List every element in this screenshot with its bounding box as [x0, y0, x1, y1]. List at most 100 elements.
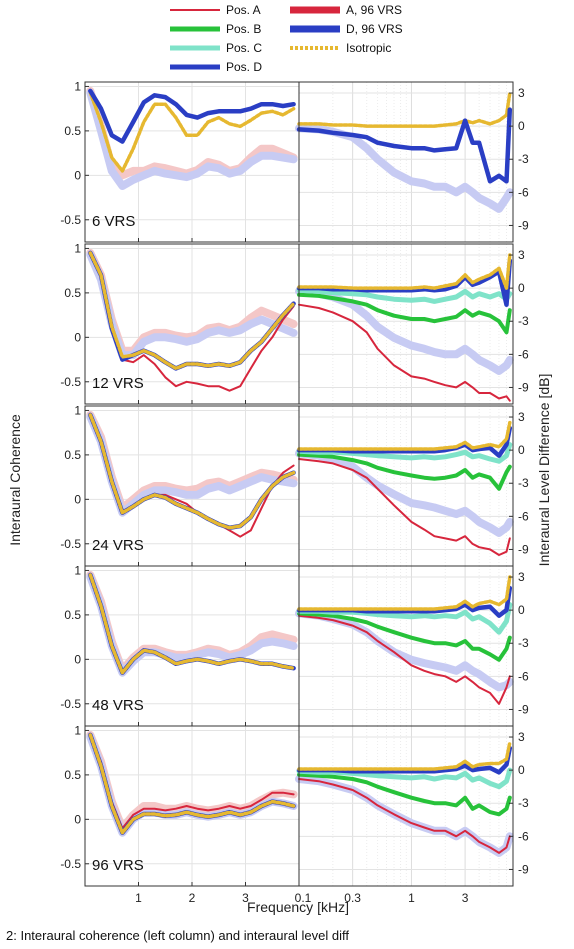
legend-label: A, 96 VRS: [346, 3, 402, 17]
y-tick-label: -6: [518, 347, 529, 361]
legend-label: D, 96 VRS: [346, 22, 403, 36]
series-line-posB: [297, 292, 512, 335]
y-tick-label: 1: [74, 79, 81, 93]
x-tick-label: 0.1: [295, 891, 312, 905]
y-tick-label: -3: [518, 152, 529, 166]
y-axis-label-left: Interaural Coherence: [7, 414, 23, 546]
x-tick-label: 1: [135, 891, 142, 905]
panel-frame: [298, 725, 514, 887]
legend-label: Pos. C: [226, 41, 262, 55]
y-tick-label: 0.5: [64, 768, 81, 782]
y-tick-label: -0.5: [60, 857, 81, 871]
series-line-posD: [296, 107, 513, 184]
y-tick-label: -0.5: [60, 537, 81, 551]
series-line-posA: [298, 614, 511, 705]
y-tick-label: -0.5: [60, 213, 81, 227]
series-line-posA: [298, 303, 511, 402]
panels: 1 0.5 0 -0.5 6 VRS 3 0 -3 -6 -9 1 0.5 0 -0.5 12 VRS 3 0 -…: [60, 79, 529, 905]
y-tick-label: 3: [518, 248, 525, 262]
series-line-posC: [296, 287, 513, 304]
coherence-panel: 1 0.5 0 -0.5 24 VRS: [60, 403, 300, 567]
y-tick-label: 1: [74, 723, 81, 737]
y-tick-label: -9: [518, 702, 529, 716]
series-line-posD: [296, 745, 513, 775]
series-line-refD: [86, 88, 298, 190]
y-tick-label: -3: [518, 314, 529, 328]
series-line-posB: [297, 452, 512, 491]
caption: 2: Interaural coherence (left column) an…: [6, 928, 349, 943]
series-line-iso: [88, 413, 296, 530]
y-axis-label-right: Interaural Level Difference [dB]: [536, 374, 552, 567]
y-tick-label: 3: [518, 570, 525, 584]
series-line-iso: [88, 251, 296, 371]
ild-panel: 3 0 -3 -6 -9: [295, 405, 529, 567]
y-tick-label: 3: [518, 410, 525, 424]
y-tick-label: -3: [518, 636, 529, 650]
series-line-posB: [297, 772, 512, 817]
series-line-iso: [88, 733, 296, 835]
legend: Pos. A Pos. B Pos. C Pos. D A, 96 VRS D, 96 V…: [170, 3, 403, 74]
ild-panel: 3 0 -3 -6 -9: [295, 81, 529, 243]
series-line-posD: [296, 585, 513, 618]
ild-panel: 3 0 -3 -6 -9: [295, 243, 529, 405]
y-tick-label: 0: [74, 168, 81, 182]
x-tick-label: 1: [408, 891, 415, 905]
y-tick-label: 3: [518, 86, 525, 100]
y-tick-label: 0.5: [64, 448, 81, 462]
series-line-posA: [89, 733, 295, 830]
series-line-posB: [297, 611, 512, 662]
y-tick-label: 0: [518, 119, 525, 133]
series-line-refD: [295, 449, 514, 537]
x-tick-label: 3: [242, 891, 249, 905]
legend-label: Isotropic: [346, 41, 391, 55]
y-tick-label: -3: [518, 796, 529, 810]
series-line-iso: [297, 740, 512, 771]
x-tick-label: 0.3: [344, 891, 361, 905]
y-tick-label: 1: [74, 563, 81, 577]
series-line-iso: [297, 253, 512, 290]
series-line-iso: [88, 573, 296, 675]
series-line-iso: [297, 420, 512, 451]
y-tick-label: 0: [518, 443, 525, 457]
legend-label: Pos. B: [226, 22, 261, 36]
panel-label: 24 VRS: [92, 537, 144, 554]
y-tick-label: -6: [518, 829, 529, 843]
series-line-posA: [298, 458, 511, 556]
y-tick-label: 0.5: [64, 608, 81, 622]
x-axis-label: Frequency [kHz]: [247, 899, 349, 915]
series-line-refD: [295, 609, 514, 692]
y-tick-label: 0: [74, 492, 81, 506]
panel-label: 12 VRS: [92, 375, 144, 392]
y-tick-label: -6: [518, 669, 529, 683]
y-tick-label: 0.5: [64, 124, 81, 138]
x-tick-label: 2: [189, 891, 196, 905]
panel-label: 96 VRS: [92, 857, 144, 874]
y-tick-label: -6: [518, 185, 529, 199]
series-line-iso: [297, 575, 512, 611]
panel-label: 6 VRS: [92, 213, 135, 230]
y-tick-label: -6: [518, 509, 529, 523]
y-tick-label: -9: [518, 218, 529, 232]
y-tick-label: -0.5: [60, 697, 81, 711]
y-tick-label: 0: [74, 652, 81, 666]
y-tick-label: -3: [518, 476, 529, 490]
panel-frame: [298, 243, 514, 405]
y-tick-label: 3: [518, 730, 525, 744]
y-tick-label: 0: [74, 812, 81, 826]
y-tick-label: -9: [518, 542, 529, 556]
y-tick-label: 0: [518, 281, 525, 295]
series-line-refD: [295, 287, 514, 375]
y-tick-label: 1: [74, 241, 81, 255]
series-line-posA: [298, 778, 511, 854]
x-tick-label: 3: [462, 891, 469, 905]
series-line-iso: [88, 90, 296, 173]
panel-frame: [298, 81, 514, 243]
y-tick-label: 1: [74, 403, 81, 417]
y-tick-label: -9: [518, 862, 529, 876]
panel-label: 48 VRS: [92, 697, 144, 714]
legend-label: Pos. A: [226, 3, 261, 17]
y-tick-label: 0: [74, 330, 81, 344]
coherence-panel: 1 0.5 0 -0.5 1 2 3 96 VRS: [60, 723, 300, 905]
